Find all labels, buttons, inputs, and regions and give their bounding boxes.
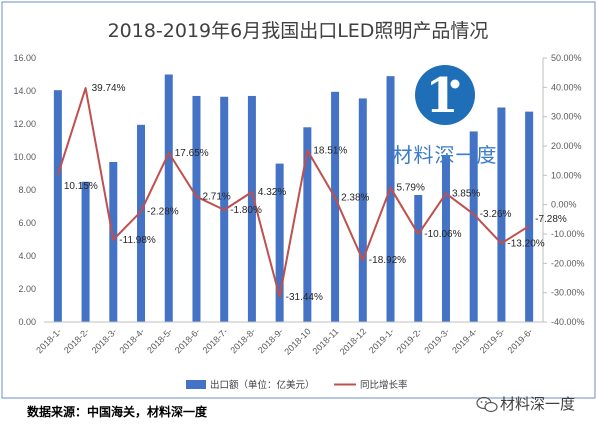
left-tick-label: 12.00 bbox=[13, 119, 36, 129]
growth-data-label: 10.15% bbox=[64, 181, 98, 192]
growth-line bbox=[56, 87, 530, 298]
growth-data-label: -1.80% bbox=[230, 205, 262, 216]
bar bbox=[164, 74, 173, 322]
growth-data-label: 18.51% bbox=[313, 145, 347, 156]
bar bbox=[81, 181, 90, 322]
growth-data-label: -13.20% bbox=[507, 238, 544, 249]
growth-data-label: -31.44% bbox=[286, 292, 323, 303]
bar bbox=[331, 91, 340, 322]
legend-label-bar: 出口额（单位：亿美元） bbox=[210, 379, 315, 391]
growth-data-label: 39.74% bbox=[92, 83, 126, 94]
bar bbox=[53, 90, 62, 322]
watermark-logo-dot bbox=[450, 79, 460, 89]
source-note: 数据来源：中国海关，材料深一度 bbox=[27, 404, 208, 419]
left-tick-label: 14.00 bbox=[13, 86, 36, 96]
bar bbox=[386, 76, 395, 323]
bar bbox=[275, 163, 284, 322]
bar bbox=[303, 127, 312, 322]
wechat-icon bbox=[476, 396, 498, 413]
left-tick-label: 8.00 bbox=[18, 185, 36, 195]
bar bbox=[469, 131, 478, 322]
watermark-text: 材料深一度 bbox=[393, 143, 498, 167]
watermark-logo-icon bbox=[415, 65, 475, 125]
bar bbox=[414, 194, 423, 322]
legend-label-line: 同比增长率 bbox=[360, 379, 408, 391]
bar bbox=[525, 111, 534, 322]
bottom-watermark-text: 材料深一度 bbox=[500, 395, 575, 413]
watermark-logo-mark: 1 bbox=[425, 68, 458, 124]
bar bbox=[247, 95, 256, 322]
bar bbox=[441, 155, 450, 322]
legend: 出口额（单位：亿美元） 同比增长率 bbox=[186, 379, 408, 391]
right-tick-label: 40.00% bbox=[551, 82, 582, 92]
growth-data-label: 17.65% bbox=[175, 148, 209, 159]
growth-rate-line bbox=[56, 87, 530, 298]
right-tick-label: -10.00% bbox=[551, 229, 585, 239]
right-tick-label: 20.00% bbox=[551, 141, 582, 151]
right-tick-label: -40.00% bbox=[551, 317, 585, 327]
growth-data-label: -3.26% bbox=[480, 209, 512, 220]
bar bbox=[358, 98, 367, 322]
left-tick-label: 10.00 bbox=[13, 152, 36, 162]
watermark-logo: 1 材料深一度 bbox=[393, 65, 498, 167]
left-tick-label: 2.00 bbox=[18, 284, 36, 294]
growth-data-label: 3.85% bbox=[452, 188, 480, 199]
growth-data-label: -18.92% bbox=[369, 255, 406, 266]
chart-title: 2018-2019年6月我国出口LED照明产品情况 bbox=[108, 20, 489, 42]
bar bbox=[137, 124, 146, 322]
right-tick-label: -30.00% bbox=[551, 288, 585, 298]
right-axis: -40.00% -30.00% -20.00% -10.00% 0.00% 10.00% 2… bbox=[542, 53, 585, 327]
right-tick-label: -20.00% bbox=[551, 258, 585, 268]
left-tick-label: 6.00 bbox=[18, 218, 36, 228]
bars bbox=[53, 74, 534, 323]
bar bbox=[192, 95, 201, 322]
growth-data-label: 4.32% bbox=[258, 187, 286, 198]
legend-swatch-bar bbox=[186, 380, 206, 389]
growth-labels: 10.15% 39.74% -11.98% -2.28% 17.65% 2.71%-1.8… bbox=[64, 83, 567, 303]
growth-data-label: -11.98% bbox=[119, 235, 156, 246]
left-tick-label: 4.00 bbox=[18, 251, 36, 261]
growth-data-label: 2.38% bbox=[341, 193, 369, 204]
right-tick-label: 30.00% bbox=[551, 112, 582, 122]
growth-data-label: -2.28% bbox=[147, 206, 179, 217]
right-tick-label: 50.00% bbox=[551, 53, 582, 63]
growth-data-label: -7.28% bbox=[535, 214, 567, 225]
left-tick-label: 16.00 bbox=[13, 53, 36, 63]
growth-data-label: 2.71% bbox=[202, 192, 230, 203]
right-tick-label: 10.00% bbox=[551, 170, 582, 180]
left-tick-label: 0.00 bbox=[18, 317, 36, 327]
bottom-watermark: 材料深一度 bbox=[476, 395, 575, 413]
left-axis: 0.00 2.00 4.00 6.00 8.00 10.00 12.00 14.00 16.00 bbox=[13, 53, 36, 327]
growth-data-label: 5.79% bbox=[397, 183, 425, 194]
bar bbox=[109, 161, 118, 322]
growth-data-label: -10.06% bbox=[424, 229, 461, 240]
bar bbox=[497, 107, 506, 322]
right-tick-label: 0.00% bbox=[551, 200, 577, 210]
